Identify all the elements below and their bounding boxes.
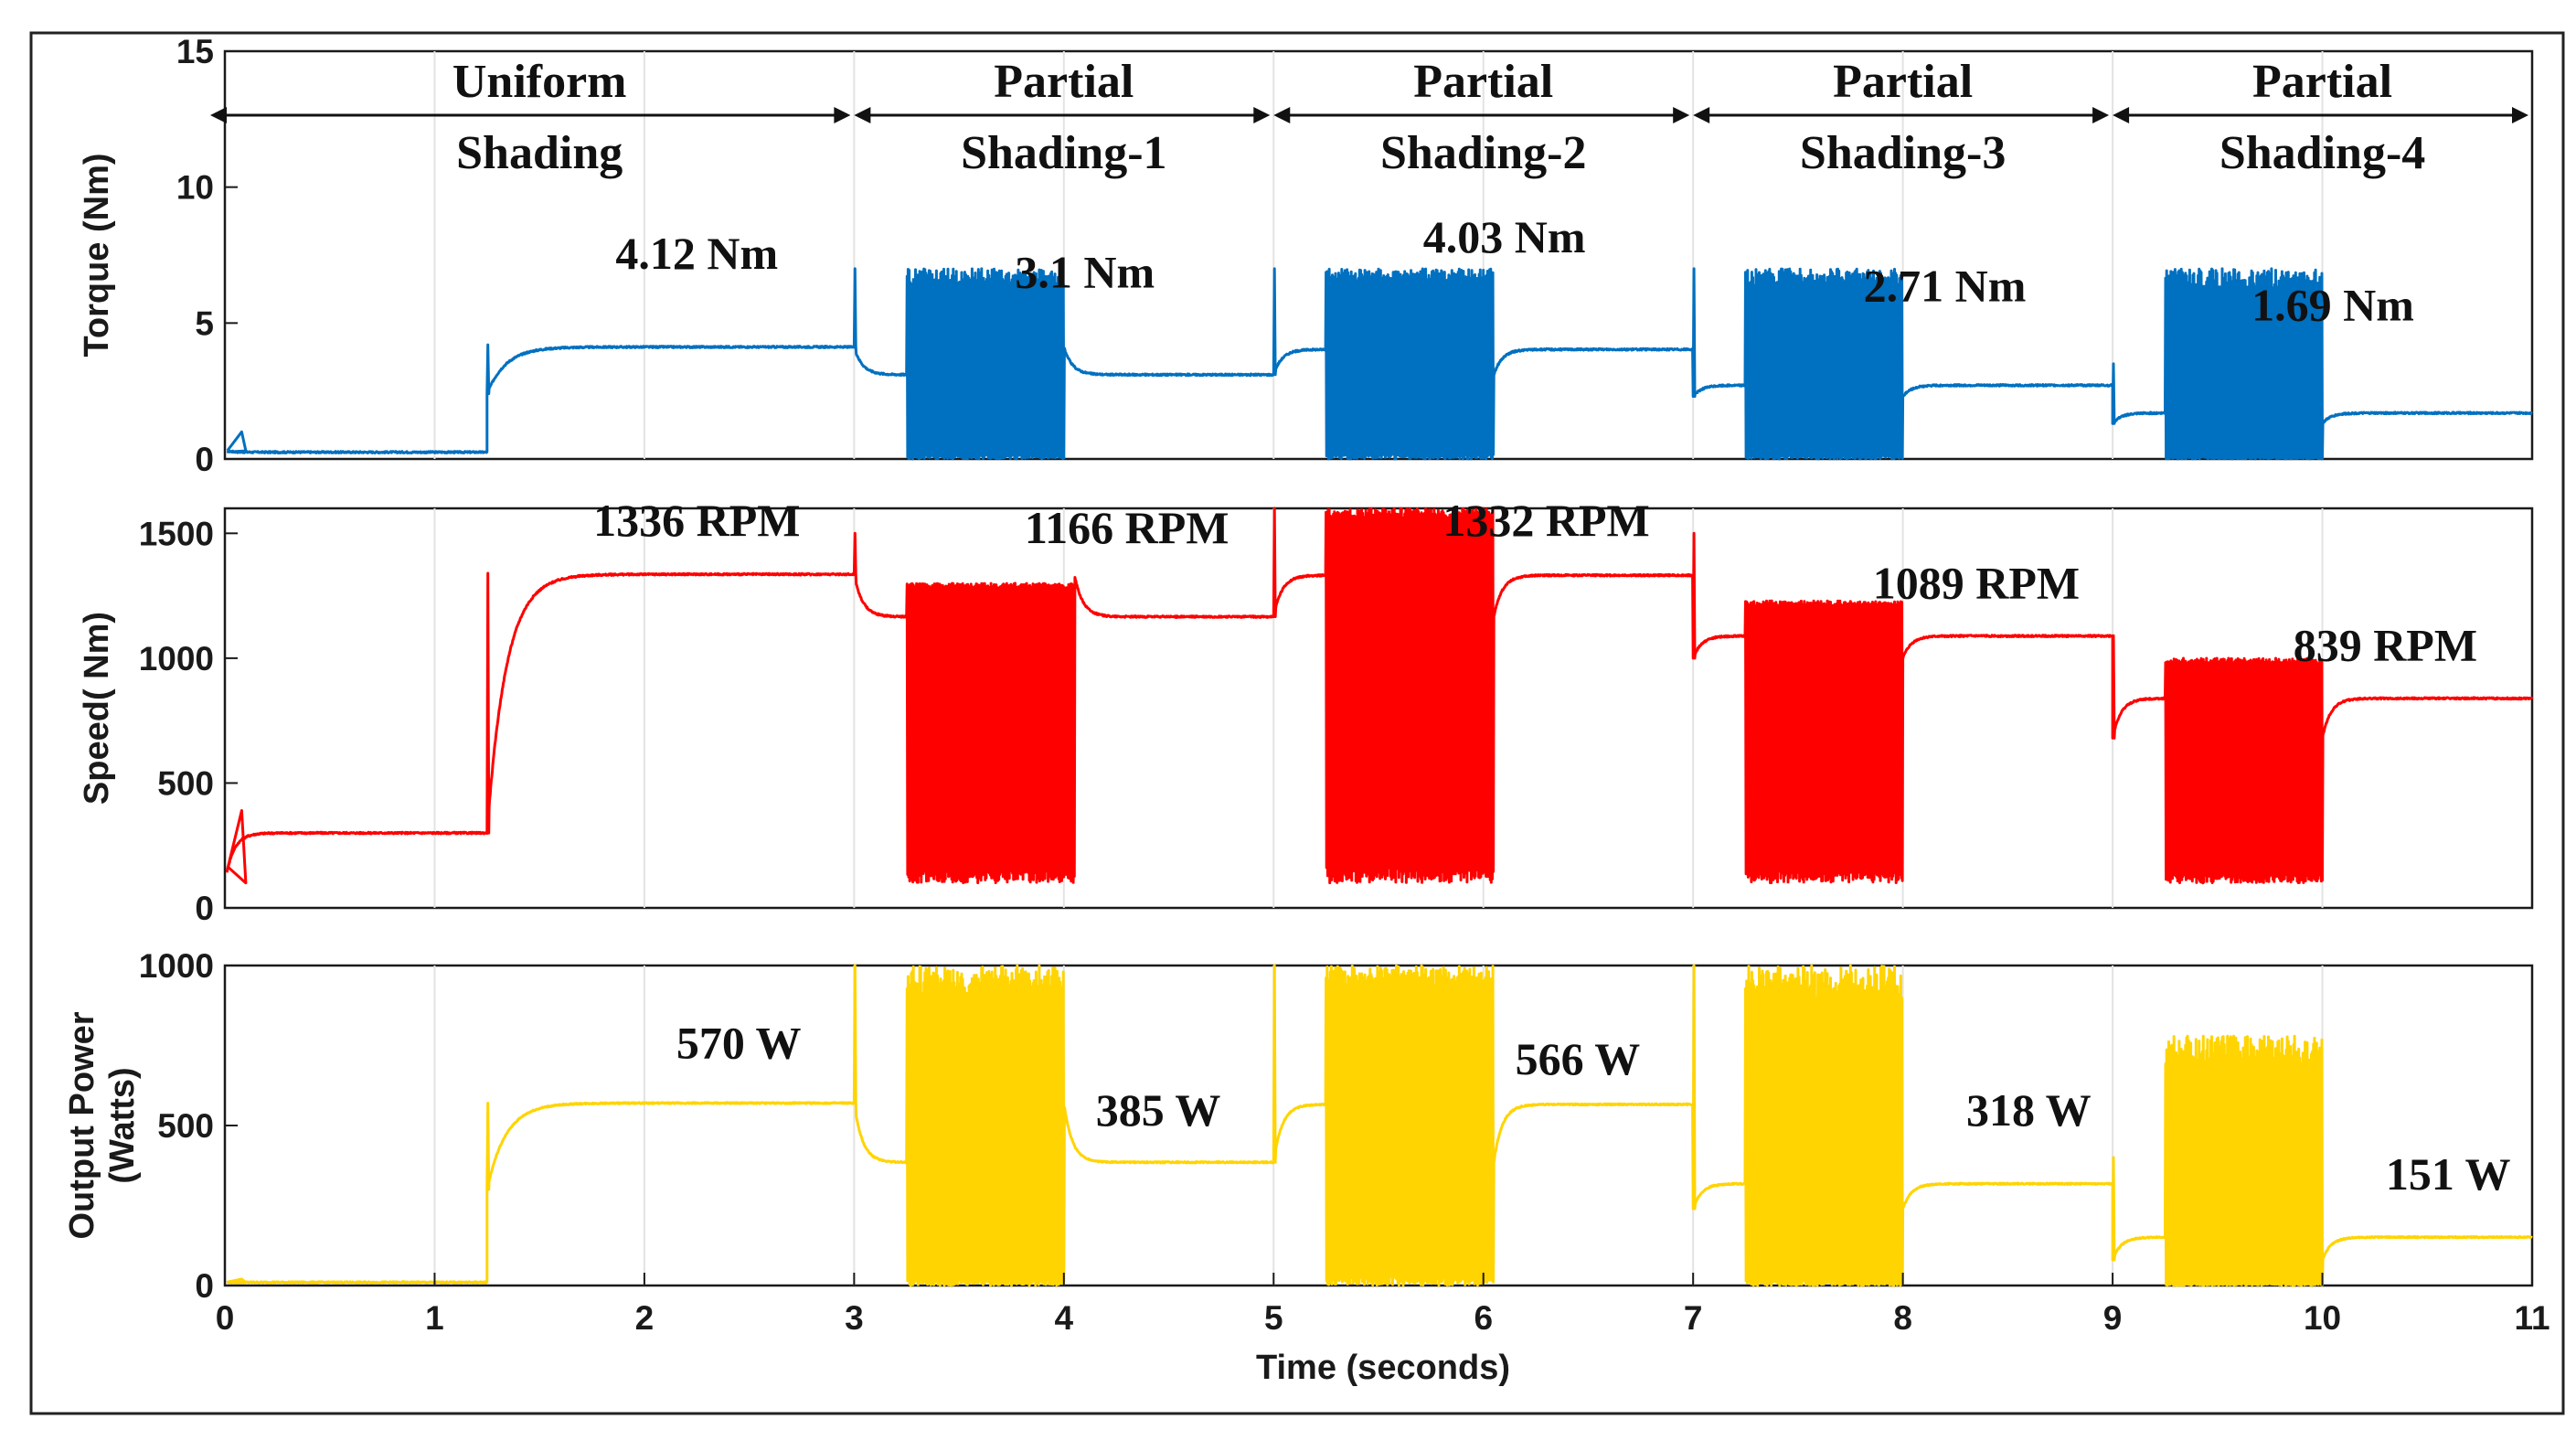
value-annotation: 1332 RPM [1442,495,1649,546]
x-tick-label: 10 [2304,1299,2341,1337]
x-tick-label: 3 [845,1299,864,1337]
torque-ticks: 0 5 10 15 [176,33,238,478]
y-tick-label: 10 [176,169,214,207]
y-tick-label: 0 [195,441,214,478]
region-arrow-head-right [2512,107,2528,123]
region-label-line-2: Shading-3 [1800,127,2006,179]
data-line [226,964,2533,1287]
value-annotation: 1336 RPM [593,495,800,546]
x-tick-label: 5 [1264,1299,1283,1337]
value-annotation: 566 W [1516,1033,1641,1084]
data-line [226,267,2533,461]
value-annotation: 570 W [676,1018,802,1069]
region-label-line-2: Shading [456,127,623,179]
y-tick-label: 500 [157,764,214,802]
region-label-line-2: Shading-1 [961,127,1166,179]
y-tick-label: 500 [157,1107,214,1145]
region-arrow-head-left [854,107,871,123]
region-arrow-head-right [834,107,851,123]
x-axis-label: Time (seconds) [1256,1349,1510,1387]
region-label-line-2: Shading-4 [2219,127,2425,179]
y-axis-label-line: (Watts) [103,1067,142,1183]
region-label-line-1: Partial [994,56,1134,108]
power-panel: 0 500 1000 0 1 2 3 4 5 6 7 8 9 10 11 570 W 385 W 566 W 31… [63,947,2550,1337]
x-tick-label: 11 [2514,1299,2549,1337]
value-annotation: 1166 RPM [1025,502,1229,553]
x-tick-label: 4 [1055,1299,1074,1337]
speed-panel: 0 500 1000 1500 1336 RPM 1166 RPM 1332 RPM 108… [78,495,2534,927]
data-line [225,507,2534,885]
value-annotation: 3.1 Nm [1015,247,1155,298]
region-arrow-head-left [1693,107,1710,123]
region-label-line-1: Partial [1413,56,1553,108]
region-arrow-head-right [1253,107,1271,123]
shading-regions: Uniform Shading Partial Shading-1 Partial Sha… [210,56,2528,179]
speed-trace [225,507,2534,885]
torque-trace [226,267,2533,461]
y-tick-label: 1500 [139,515,214,552]
y-tick-label: 5 [195,304,214,342]
x-tick-label: 9 [2103,1299,2123,1337]
speed-annotations: 1336 RPM 1166 RPM 1332 RPM 1089 RPM 839 RPM [593,495,2477,671]
value-annotation: 1089 RPM [1873,557,2080,608]
x-tick-label: 8 [1893,1299,1912,1337]
region-label-line-1: Partial [2252,56,2392,108]
y-tick-label: 0 [195,890,214,927]
region-arrow-head-left [210,107,227,123]
value-annotation: 318 W [1966,1084,2092,1136]
torque-annotations: 4.12 Nm 3.1 Nm 4.03 Nm 2.71 Nm 1.69 Nm [615,211,2414,330]
region-label-line-1: Partial [1833,56,1973,108]
value-annotation: 2.71 Nm [1864,261,2027,312]
x-tick-label: 7 [1684,1299,1703,1337]
region-arrow-head-left [1273,107,1291,123]
power-ticks: 0 500 1000 0 1 2 3 4 5 6 7 8 9 10 11 [139,947,2550,1337]
y-tick-label: 15 [176,33,214,70]
y-tick-label: 1000 [139,947,214,985]
power-y-axis-label: Output Power(Watts) [63,1011,142,1239]
region-arrow-head-right [1673,107,1690,123]
value-annotation: 151 W [2386,1148,2511,1200]
value-annotation: 385 W [1096,1084,1221,1136]
value-annotation: 1.69 Nm [2251,279,2414,330]
speed-ticks: 0 500 1000 1500 [139,515,238,927]
power-annotations: 570 W 385 W 566 W 318 W 151 W [676,1018,2511,1200]
y-tick-label: 0 [195,1267,214,1305]
x-tick-label: 2 [635,1299,655,1337]
torque-y-axis-label: Torque (Nm) [78,153,116,357]
x-tick-label: 0 [216,1299,235,1337]
y-tick-label: 1000 [139,640,214,677]
power-trace [226,964,2533,1287]
region-arrow-head-right [2092,107,2110,123]
x-tick-label: 1 [425,1299,444,1337]
value-annotation: 4.03 Nm [1423,211,1586,262]
region-label-line-2: Shading-2 [1380,127,1586,179]
speed-y-axis-label: Speed( Nm) [78,612,116,805]
value-annotation: 4.12 Nm [615,228,778,279]
y-axis-label-line: Output Power [63,1011,101,1239]
region-arrow-head-left [2113,107,2130,123]
value-annotation: 839 RPM [2294,620,2477,671]
region-label-line-1: Uniform [452,56,627,108]
torque-panel: 0 5 10 15 Uniform Shading Partial Shading-1 Par… [78,33,2534,478]
x-tick-label: 6 [1474,1299,1493,1337]
